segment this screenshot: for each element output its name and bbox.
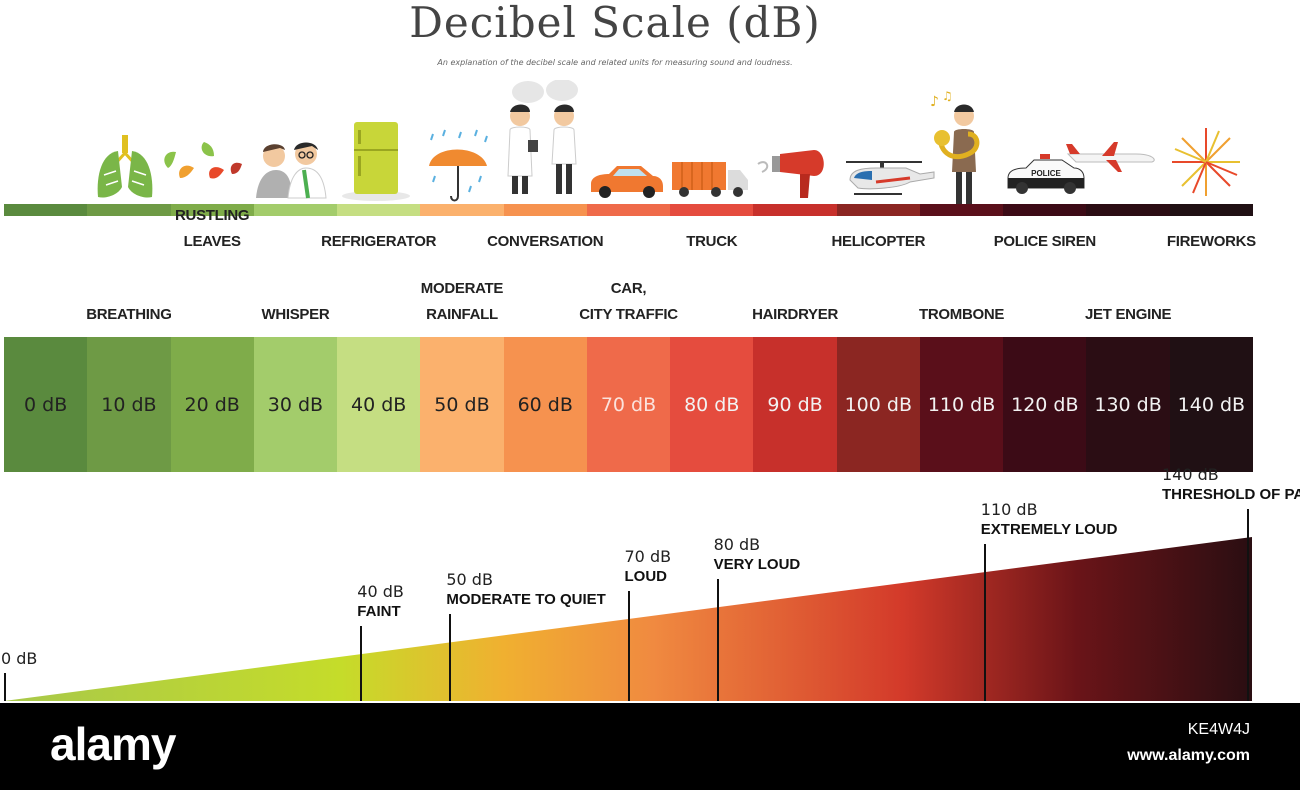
marker-label: 40 dB FAINT	[357, 582, 404, 622]
scale-segment: 40 dB	[337, 337, 421, 472]
trombone-player-icon: ♪ ♫	[930, 89, 980, 205]
footer-bar: alamy KE4W4J www.alamy.com	[0, 703, 1300, 790]
jet-plane-icon	[1066, 142, 1155, 172]
thin-bar-segment	[586, 204, 671, 216]
marker-label: 50 dB MODERATE TO QUIET	[446, 570, 605, 610]
refrigerator-icon	[342, 122, 410, 201]
scale-segment: 20 dB	[170, 337, 254, 472]
marker-line	[983, 544, 986, 701]
icons-row: ♪ ♫ POLICE	[97, 80, 1240, 205]
scale-segment: 100 dB	[836, 337, 920, 472]
hairdryer-icon	[757, 150, 824, 198]
marker-description: MODERATE TO QUIET	[446, 591, 606, 609]
marker-value: 140 dB	[1162, 465, 1219, 484]
sound-label: FIREWORKS	[1166, 233, 1256, 250]
marker-line	[627, 591, 630, 701]
thin-bar-segment	[836, 204, 920, 216]
marker-line	[4, 673, 6, 701]
marker-description: LOUD	[624, 568, 668, 585]
police-car-text: POLICE	[1031, 169, 1061, 178]
scale-segment: 90 dB	[753, 337, 837, 472]
thin-bar-segment	[919, 204, 1004, 216]
marker-line	[360, 626, 363, 701]
police-car-icon: POLICE	[1007, 154, 1085, 194]
sound-label: HAIRDRYER	[752, 306, 838, 323]
sound-label: HELICOPTER	[831, 233, 926, 250]
scale-segment: 80 dB	[670, 337, 754, 472]
umbrella-rain-icon	[429, 129, 488, 202]
lungs-icon	[97, 135, 153, 198]
marker-line	[449, 614, 452, 701]
scale-segment: 130 dB	[1086, 337, 1170, 472]
brand-logo: alamy	[50, 718, 176, 770]
sound-label: TROMBONE	[919, 306, 1005, 323]
marker-value: 110 dB	[980, 500, 1038, 520]
marker-value: 80 dB	[713, 535, 761, 555]
thin-bar-segment	[670, 204, 754, 216]
sound-label: REFRIGERATOR	[321, 233, 437, 250]
sound-label: JET ENGINE	[1085, 306, 1172, 323]
scale-segment: 110 dB	[919, 337, 1004, 472]
marker-description: EXTREMELY LOUD	[980, 521, 1118, 539]
thin-bar-segment	[253, 204, 338, 216]
thin-bar-segment	[753, 204, 837, 216]
helicopter-icon	[846, 161, 935, 195]
scale-segment: 50 dB	[420, 337, 504, 472]
thin-bar-segment	[1003, 204, 1087, 216]
sound-label: RUSTLING LEAVES	[175, 207, 250, 250]
image-code: KE4W4J	[1187, 721, 1250, 738]
whisper-people-icon	[256, 142, 327, 199]
sound-label: CONVERSATION	[487, 233, 604, 250]
sound-label: BREATHING	[86, 306, 172, 323]
thin-bar-segment	[420, 204, 504, 216]
marker-line	[716, 579, 719, 701]
decibel-scale-bar: 0 dB 10 dB 20 dB 30 dB 40 dB 50 dB 60 dB 70 dB 8…	[4, 337, 1253, 472]
sound-label: CAR, CITY TRAFFIC	[579, 280, 678, 323]
scale-segment: 0 dB	[4, 337, 88, 472]
marker-value: 70 dB	[624, 547, 672, 566]
fireworks-icon	[1172, 128, 1240, 196]
truck-icon	[672, 162, 748, 197]
marker-value: 40 dB	[357, 582, 404, 602]
scale-segment: 30 dB	[253, 337, 338, 472]
marker-description: THRESHOLD OF PAIN	[1162, 486, 1300, 503]
sound-label: TRUCK	[686, 233, 738, 250]
marker-label: 140 dB THRESHOLD OF PAIN	[1162, 465, 1300, 505]
scale-segment: 140 dB	[1169, 337, 1253, 472]
sound-label: MODERATE RAINFALL	[420, 280, 504, 323]
page-title: Decibel Scale (dB)	[409, 0, 821, 47]
car-icon	[591, 166, 663, 198]
leaves-icon	[164, 142, 242, 179]
site-url: www.alamy.com	[1127, 747, 1250, 764]
thin-bar-segment	[337, 204, 421, 216]
marker-description: VERY LOUD	[713, 556, 801, 574]
thin-bar-segment	[4, 204, 88, 216]
marker-label: 0 dB	[1, 649, 37, 669]
marker-value: 0 dB	[1, 649, 38, 668]
scale-segment: 120 dB	[1003, 337, 1087, 472]
marker-label: 110 dB EXTREMELY LOUD	[981, 500, 1118, 540]
marker-description: FAINT	[357, 603, 401, 621]
marker-line	[1247, 509, 1249, 701]
page-subtitle: An explanation of the decibel scale and …	[437, 58, 793, 67]
conversation-people-icon	[507, 80, 578, 194]
scale-segment: 70 dB	[586, 337, 671, 472]
thin-bar-segment	[503, 204, 587, 216]
svg-text:♪: ♪	[930, 94, 939, 110]
thin-color-bar	[4, 204, 1253, 216]
thin-bar-segment	[87, 204, 171, 216]
thin-bar-segment	[170, 204, 254, 216]
scale-segment: 10 dB	[87, 337, 171, 472]
sound-label: POLICE SIREN	[993, 233, 1097, 250]
svg-text:♫: ♫	[942, 89, 953, 103]
thin-bar-segment	[1086, 204, 1170, 216]
marker-label: 70 dB LOUD	[625, 547, 672, 587]
thin-bar-segment	[1169, 204, 1253, 216]
marker-value: 50 dB	[446, 570, 493, 590]
sound-label: WHISPER	[261, 306, 330, 323]
marker-label: 80 dB VERY LOUD	[714, 535, 801, 575]
scale-segment: 60 dB	[503, 337, 587, 472]
